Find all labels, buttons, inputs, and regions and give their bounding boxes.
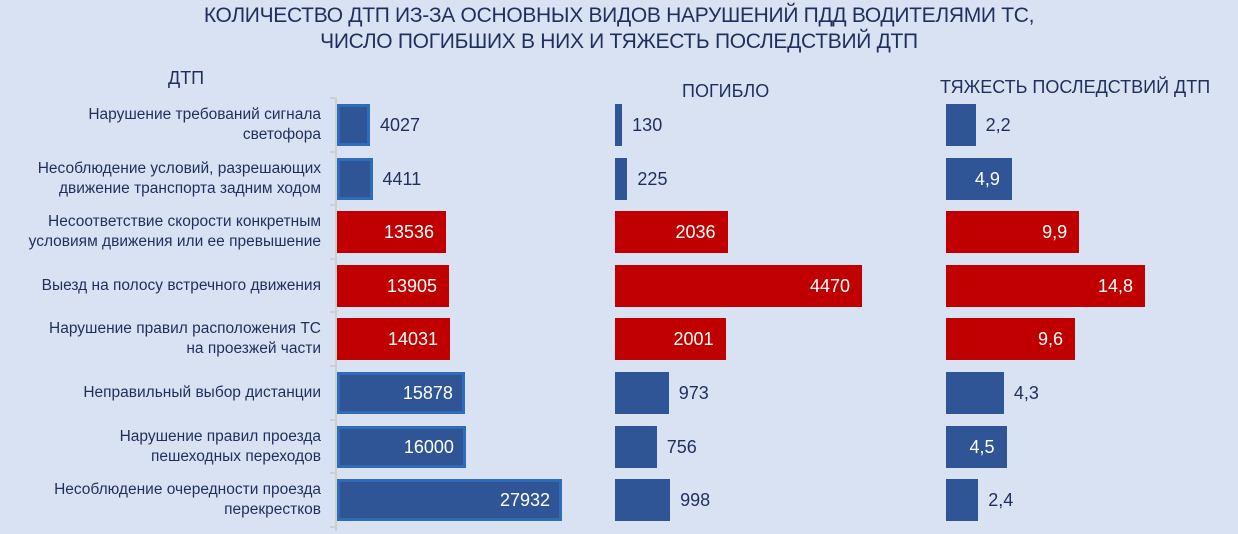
- severity-bar: [946, 479, 979, 522]
- category-label-line2: на проезжей части: [186, 340, 321, 358]
- killed-value-label: 2001: [673, 329, 714, 350]
- dtp-value-label: 14031: [387, 329, 439, 350]
- killed-bar: [615, 211, 728, 254]
- axis-tick: [330, 365, 336, 367]
- category-label-line1: Нарушение правил расположения ТС: [49, 320, 321, 338]
- category-label-line2: движение транспорта задним ходом: [59, 179, 321, 197]
- severity-value-label: 14,8: [1097, 275, 1133, 296]
- killed-bar: [615, 264, 862, 307]
- category-label-line1: Несоблюдение очередности проезда: [54, 481, 321, 499]
- category-label-line1: Несоответствие скорости конкретным: [48, 213, 321, 231]
- dtp-value-label: 27932: [499, 490, 550, 511]
- dtp-value-label: 16000: [403, 436, 454, 457]
- severity-bar: [946, 211, 1080, 254]
- category-label-line2: условиям движения или ее превышение: [28, 233, 321, 251]
- category-label: Нарушение требований сигнала светофора: [0, 101, 321, 149]
- severity-value-label: 2,2: [985, 115, 1011, 135]
- category-label-line1: Нарушение требований сигнала: [88, 106, 321, 123]
- killed-value-label: 130: [632, 115, 663, 135]
- dtp-bar: [337, 318, 451, 361]
- killed-value-label: 225: [637, 168, 668, 189]
- dtp-value-label: 4411: [382, 168, 422, 189]
- category-label: Нарушение правил расположения ТС на проез…: [0, 315, 321, 363]
- severity-bar: [946, 372, 1004, 414]
- dtp-value-label: 13905: [386, 275, 437, 296]
- dtp-value-label: 4027: [380, 115, 421, 135]
- severity-value-label: 4,5: [969, 436, 995, 457]
- axis-tick: [330, 311, 336, 314]
- category-label-line2: светофора: [242, 126, 321, 143]
- category-label-line1: Выезд на полосу встречного движения: [41, 276, 321, 294]
- severity-bar: [946, 318, 1076, 361]
- killed-value-label: 756: [666, 436, 697, 457]
- chart-title-line1: КОЛИЧЕСТВО ДТП ИЗ-ЗА ОСНОВНЫХ ВИДОВ НАРУ…: [203, 4, 1035, 27]
- severity-bar: [946, 264, 1145, 307]
- dtp-bar: [337, 264, 449, 307]
- killed-bar: [615, 104, 623, 146]
- severity-value-label: 4,9: [974, 168, 1000, 189]
- category-label: Выезд на полосу встречного движения: [0, 262, 321, 310]
- category-label-line2: пешеходных переходов: [150, 447, 321, 465]
- killed-value-label: 4470: [809, 275, 850, 296]
- severity-value-label: 2,4: [988, 490, 1014, 511]
- severity-bar: [946, 157, 1012, 200]
- killed-value-label: 998: [680, 490, 711, 511]
- category-label-line1: Нарушение правил проезда: [119, 427, 321, 445]
- killed-bar: [615, 372, 669, 414]
- category-label: Нарушение правил проезда пешеходных перех…: [0, 423, 321, 471]
- severity-value-label: 9,9: [1042, 222, 1068, 243]
- severity-value-label: 4,3: [1013, 383, 1039, 403]
- axis-tick: [330, 418, 336, 421]
- chart-title: КОЛИЧЕСТВО ДТП ИЗ-ЗА ОСНОВНЫХ ВИДОВ НАРУ…: [0, 3, 1238, 55]
- killed-bar: [615, 425, 657, 468]
- axis-tick: [330, 472, 336, 475]
- chart-title-line2: ЧИСЛО ПОГИБШИХ В НИХ И ТЯЖЕСТЬ ПОСЛЕДСТВ…: [320, 30, 918, 53]
- dtp-value-label: 15878: [402, 383, 453, 403]
- axis-tick: [330, 525, 336, 528]
- dtp-bar: [337, 211, 447, 254]
- axis-tick: [330, 97, 336, 99]
- category-label: Неправильный выбор дистанции: [0, 369, 321, 417]
- dtp-bar: [337, 479, 562, 522]
- category-label-line1: Неправильный выбор дистанции: [83, 384, 321, 401]
- severity-bar: [946, 425, 1007, 468]
- category-label-line2: перекрестков: [224, 501, 321, 519]
- severity-bar: [946, 104, 976, 146]
- panel-title-dtp: ДТП: [168, 68, 205, 88]
- category-label-line1: Несоблюдение условий, разрешающих: [37, 159, 321, 177]
- dtp-bar: [337, 372, 465, 414]
- category-label: Несоблюдение условий, разрешающих движени…: [0, 155, 321, 203]
- dtp-value-label: 13536: [383, 222, 435, 243]
- axis-tick: [330, 204, 336, 207]
- killed-bar: [615, 157, 628, 200]
- killed-value-label: 2036: [675, 222, 716, 243]
- panel-title-severity: ТЯЖЕСТЬ ПОСЛЕДСТВИЙ ДТП: [940, 77, 1211, 97]
- dtp-bar: [337, 425, 466, 468]
- category-label: Несоответствие скорости конкретным услови…: [0, 208, 321, 256]
- panel-title-killed: ПОГИБЛО: [682, 81, 770, 101]
- dtp-bar: [337, 157, 373, 200]
- killed-bar: [615, 479, 671, 522]
- axis-tick: [330, 257, 336, 260]
- axis-tick: [330, 150, 336, 153]
- killed-bar: [615, 318, 726, 361]
- killed-value-label: 973: [678, 383, 709, 403]
- category-label: Несоблюдение очередности проезда перекрес…: [0, 476, 321, 524]
- dtp-bar: [337, 104, 370, 146]
- dtp-axis-line: [335, 97, 337, 531]
- severity-value-label: 9,6: [1038, 329, 1064, 350]
